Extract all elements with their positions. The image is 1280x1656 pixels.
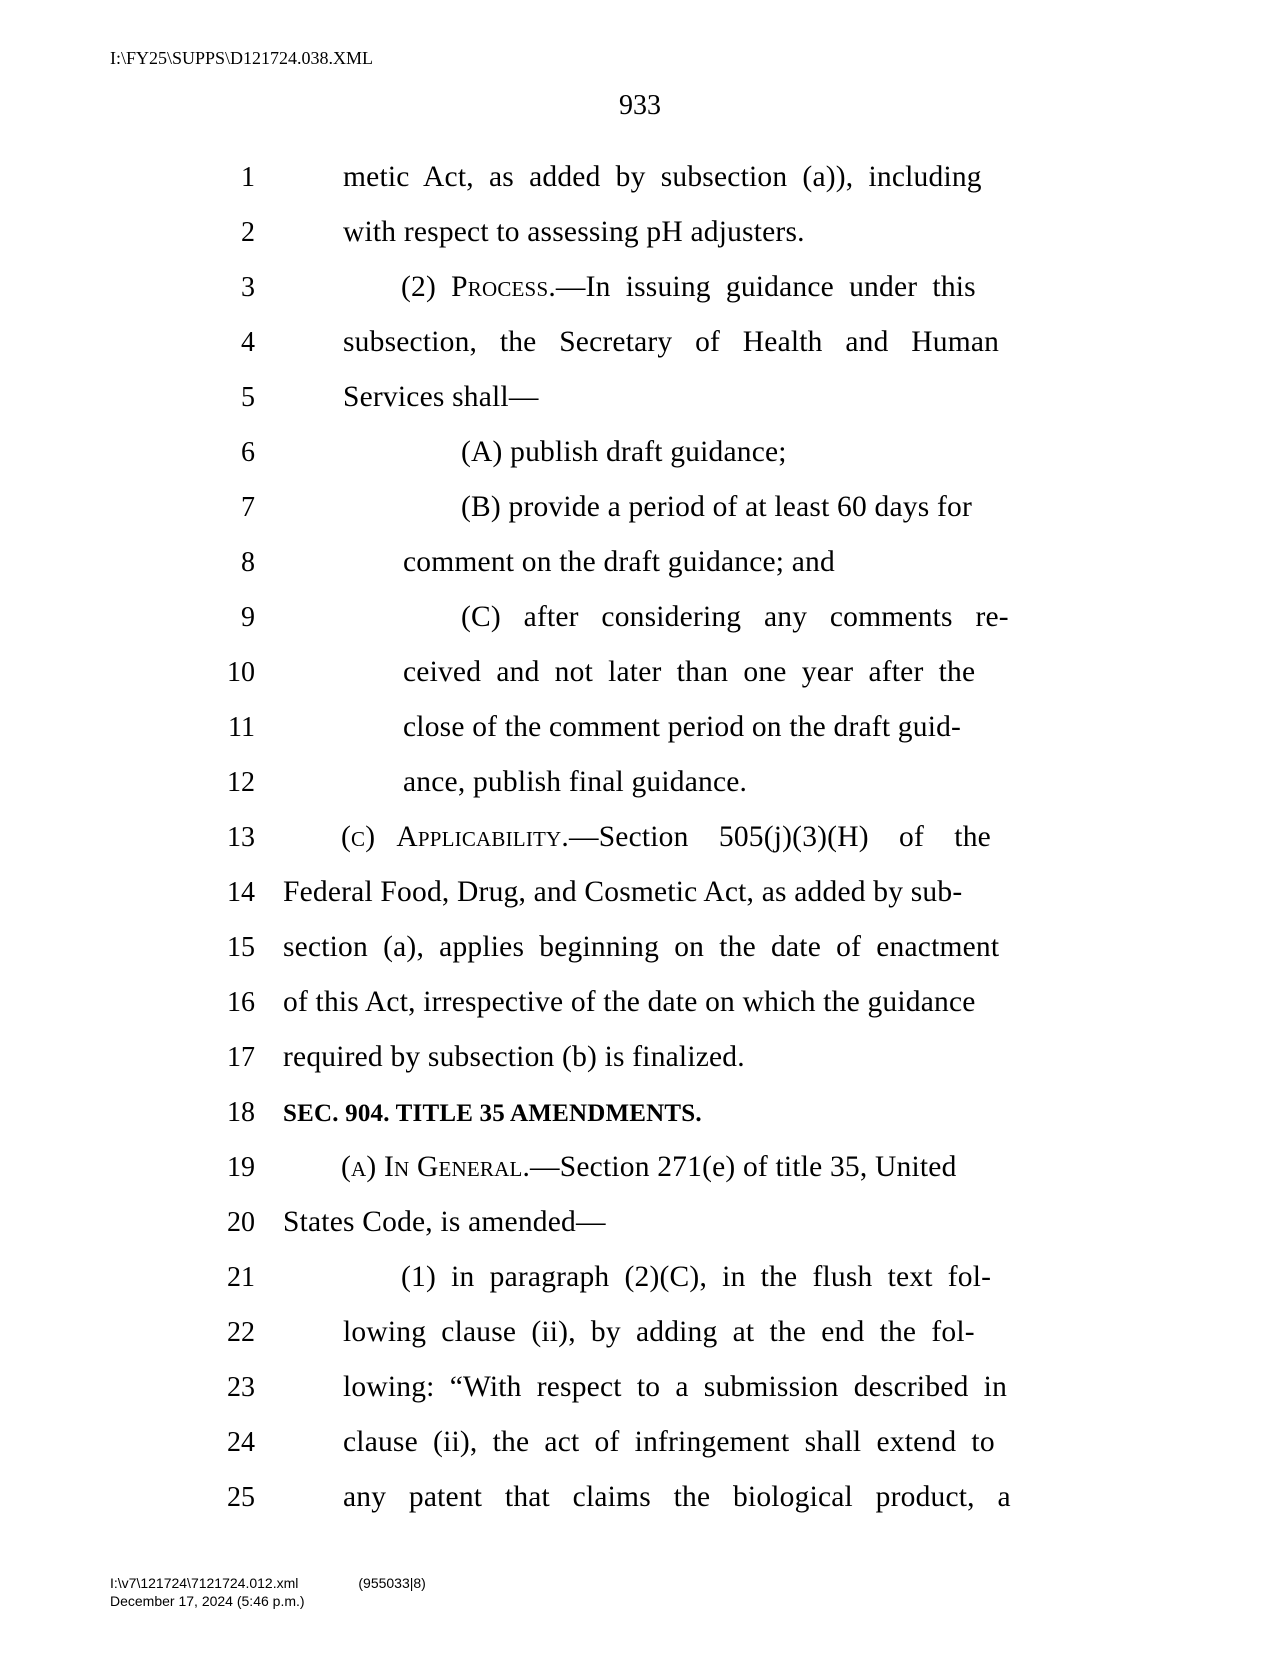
line-number: 20 [190, 1195, 283, 1250]
line-text: Federal Food, Drug, and Cosmetic Act, as… [283, 865, 962, 920]
page: I:\FY25\SUPPS\D121724.038.XML 933 1metic… [0, 0, 1280, 1656]
line-text: (1) in paragraph (2)(C), in the flush te… [283, 1250, 991, 1305]
bill-line: 7(B) provide a period of at least 60 day… [190, 480, 1100, 535]
bill-line: 21(1) in paragraph (2)(C), in the flush … [190, 1250, 1100, 1305]
line-number: 8 [190, 535, 283, 590]
line-text: with respect to assessing pH adjusters. [283, 205, 805, 260]
line-text: (a) In General.—Section 271(e) of title … [283, 1140, 957, 1195]
line-text: (2) Process.—In issuing guidance under t… [283, 260, 976, 315]
line-number: 11 [190, 700, 283, 755]
bill-line: 17required by subsection (b) is finalize… [190, 1030, 1100, 1085]
line-text: ceived and not later than one year after… [283, 645, 975, 700]
line-text: clause (ii), the act of infringement sha… [283, 1415, 995, 1470]
bill-line: 1metic Act, as added by subsection (a)),… [190, 150, 1100, 205]
line-text: lowing: “With respect to a submission de… [283, 1360, 1007, 1415]
bill-line: 25any patent that claims the biological … [190, 1470, 1100, 1525]
bill-line: 10ceived and not later than one year aft… [190, 645, 1100, 700]
line-number: 21 [190, 1250, 283, 1305]
line-text: (C) after considering any comments re- [283, 590, 1009, 645]
footer-path: I:\v7\121724\7121724.012.xml [110, 1574, 298, 1592]
line-text: any patent that claims the biological pr… [283, 1470, 1011, 1525]
bill-line: 15section (a), applies beginning on the … [190, 920, 1100, 975]
bill-line: 20States Code, is amended— [190, 1195, 1100, 1250]
line-number: 9 [190, 590, 283, 645]
small-caps-prefix: (a) In General [341, 1151, 522, 1183]
small-caps-prefix: (c) Applicability [341, 821, 561, 853]
bill-line: 24clause (ii), the act of infringement s… [190, 1415, 1100, 1470]
line-text-rest: .—In issuing guidance under this [548, 271, 976, 303]
line-text: States Code, is amended— [283, 1195, 606, 1250]
bill-text-body: 1metic Act, as added by subsection (a)),… [190, 150, 1100, 1525]
line-number: 4 [190, 315, 283, 370]
bill-line: 12ance, publish final guidance. [190, 755, 1100, 810]
line-number: 19 [190, 1140, 283, 1195]
line-number: 25 [190, 1470, 283, 1525]
small-caps-prefix: (2) Process [401, 271, 548, 303]
line-text: of this Act, irrespective of the date on… [283, 975, 976, 1030]
line-number: 15 [190, 920, 283, 975]
line-number: 1 [190, 150, 283, 205]
line-number: 16 [190, 975, 283, 1030]
line-number: 13 [190, 810, 283, 865]
line-text: close of the comment period on the draft… [283, 700, 961, 755]
bill-line: 8comment on the draft guidance; and [190, 535, 1100, 590]
line-text: Services shall— [283, 370, 539, 425]
bill-line: 9(C) after considering any comments re- [190, 590, 1100, 645]
line-text: subsection, the Secretary of Health and … [283, 315, 999, 370]
line-text-rest: .—Section 271(e) of title 35, United [522, 1151, 956, 1183]
line-number: 22 [190, 1305, 283, 1360]
footer-code: (955033|8) [358, 1574, 425, 1592]
bill-line: 13(c) Applicability.—Section 505(j)(3)(H… [190, 810, 1100, 865]
line-text: comment on the draft guidance; and [283, 535, 835, 590]
page-number: 933 [120, 90, 1160, 122]
line-number: 24 [190, 1415, 283, 1470]
line-number: 12 [190, 755, 283, 810]
line-number: 7 [190, 480, 283, 535]
bill-line: 6(A) publish draft guidance; [190, 425, 1100, 480]
line-text: ance, publish final guidance. [283, 755, 747, 810]
line-number: 3 [190, 260, 283, 315]
line-text: (A) publish draft guidance; [283, 425, 787, 480]
bill-line: 5Services shall— [190, 370, 1100, 425]
line-text: metic Act, as added by subsection (a)), … [283, 150, 982, 205]
footer: I:\v7\121724\7121724.012.xml (955033|8) … [110, 1574, 426, 1610]
bill-line: 22lowing clause (ii), by adding at the e… [190, 1305, 1100, 1360]
line-number: 23 [190, 1360, 283, 1415]
line-text: required by subsection (b) is finalized. [283, 1030, 745, 1085]
bill-line: 2with respect to assessing pH adjusters. [190, 205, 1100, 260]
bill-line: 16of this Act, irrespective of the date … [190, 975, 1100, 1030]
line-text: (c) Applicability.—Section 505(j)(3)(H) … [283, 810, 991, 865]
line-number: 6 [190, 425, 283, 480]
line-text: section (a), applies beginning on the da… [283, 920, 999, 975]
line-text: (B) provide a period of at least 60 days… [283, 480, 972, 535]
bill-line: 19(a) In General.—Section 271(e) of titl… [190, 1140, 1100, 1195]
line-text: SEC. 904. TITLE 35 AMENDMENTS. [283, 1086, 702, 1141]
footer-timestamp: December 17, 2024 (5:46 p.m.) [110, 1592, 426, 1610]
bill-line: 23lowing: “With respect to a submission … [190, 1360, 1100, 1415]
bill-line: 4subsection, the Secretary of Health and… [190, 315, 1100, 370]
line-number: 14 [190, 865, 283, 920]
bill-line: 14Federal Food, Drug, and Cosmetic Act, … [190, 865, 1100, 920]
header-file-path: I:\FY25\SUPPS\D121724.038.XML [110, 48, 373, 69]
bill-line: 3(2) Process.—In issuing guidance under … [190, 260, 1100, 315]
bill-line: 11close of the comment period on the dra… [190, 700, 1100, 755]
line-text-rest: .—Section 505(j)(3)(H) of the [561, 821, 991, 853]
line-number: 18 [190, 1085, 283, 1140]
line-text: lowing clause (ii), by adding at the end… [283, 1305, 975, 1360]
line-number: 10 [190, 645, 283, 700]
line-number: 2 [190, 205, 283, 260]
line-number: 17 [190, 1030, 283, 1085]
line-number: 5 [190, 370, 283, 425]
bill-line: 18SEC. 904. TITLE 35 AMENDMENTS. [190, 1085, 1100, 1140]
